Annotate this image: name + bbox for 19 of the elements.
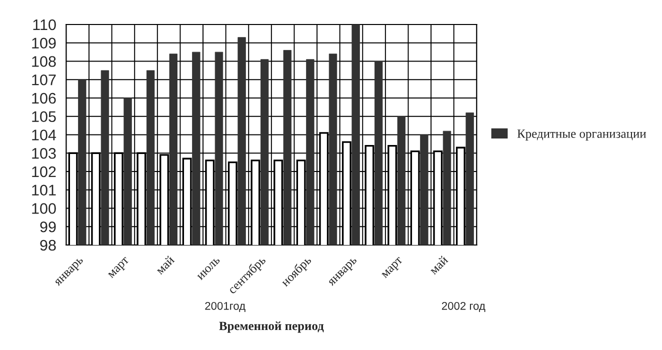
y-tick-label: 102 (32, 166, 56, 178)
text: 2001год (205, 302, 246, 312)
y-tick-label: 106 (32, 92, 56, 104)
y-tick-label: 104 (32, 130, 56, 140)
legend-label: Кредитные организации (517, 130, 646, 140)
y-tick-label: 99 (40, 221, 56, 232)
y-tick-label: 110 (33, 19, 56, 30)
x-axis-title: Временной период (219, 321, 324, 333)
y-tick-label: 100 (32, 203, 56, 214)
y-tick-label: 107 (32, 74, 56, 86)
y-tick-label: 109 (32, 38, 56, 49)
x-tick-label: май (428, 255, 448, 275)
y-tick-label: 103 (32, 148, 56, 159)
text: 2002 год (442, 302, 486, 312)
x-tick-label: май (154, 255, 175, 275)
y-tick-label: 108 (32, 56, 56, 67)
y-tick-label: 101 (32, 184, 56, 196)
y-tick-label: 105 (32, 111, 56, 122)
y-tick-label: 98 (40, 240, 56, 251)
